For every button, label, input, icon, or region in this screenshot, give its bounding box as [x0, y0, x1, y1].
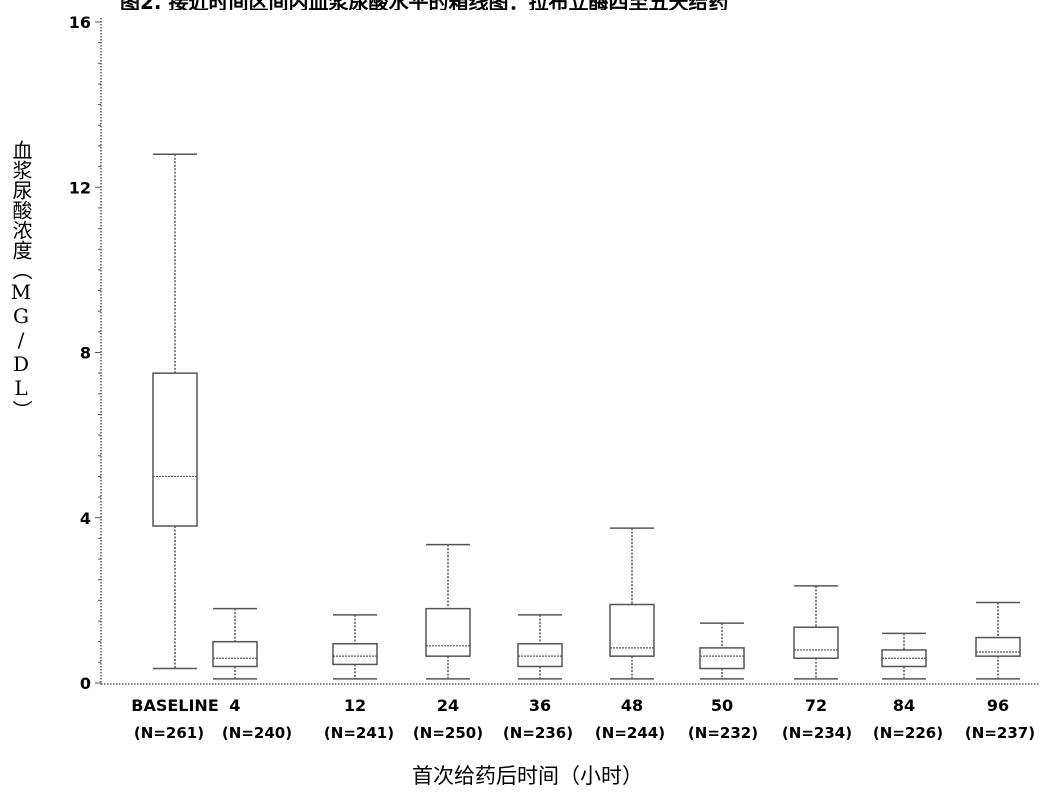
x-tick-label: 36	[529, 696, 551, 715]
n-count-label: (N=226)	[873, 724, 943, 742]
x-tick-label: 24	[437, 696, 459, 715]
box-iqr	[699, 647, 745, 670]
box-iqr	[975, 636, 1021, 657]
box-iqr	[332, 643, 378, 666]
box-iqr	[152, 372, 198, 527]
box-iqr	[793, 626, 839, 659]
x-tick-label: 48	[621, 696, 643, 715]
n-count-label: (N=237)	[965, 724, 1035, 742]
chart-title-container: 图2. 接近时间区间内血浆尿酸水平的箱线图：拉布立酶四至五天给药	[0, 0, 1044, 10]
x-tick-label: 50	[711, 696, 733, 715]
x-tick-label: 84	[893, 696, 915, 715]
n-count-label: (N=250)	[413, 724, 483, 742]
box-iqr	[212, 640, 258, 668]
y-tick-label: 4	[80, 509, 91, 528]
n-count-label: (N=232)	[688, 724, 758, 742]
n-count-label: (N=234)	[782, 724, 852, 742]
y-tick-label: 16	[69, 13, 91, 32]
x-tick-label: 12	[344, 696, 366, 715]
x-tick-label: 4	[229, 696, 240, 715]
n-count-label: (N=244)	[595, 724, 665, 742]
x-tick-label: 96	[987, 696, 1009, 715]
x-tick-label: 72	[805, 696, 827, 715]
chart-title: 图2. 接近时间区间内血浆尿酸水平的箱线图：拉布立酶四至五天给药	[120, 0, 728, 10]
x-tick-label: BASELINE	[131, 696, 219, 715]
box-iqr	[425, 607, 471, 657]
y-tick-label: 12	[69, 178, 91, 197]
n-count-label: (N=241)	[324, 724, 394, 742]
n-count-label: (N=236)	[503, 724, 573, 742]
box-iqr	[517, 643, 563, 668]
x-axis-label: 首次给药后时间（小时）	[412, 764, 643, 788]
y-axis-label: 血浆尿酸浓度（MG/DL）	[9, 140, 33, 420]
n-count-label: (N=261)	[134, 724, 204, 742]
y-tick-label: 0	[80, 674, 91, 693]
n-count-label: (N=240)	[222, 724, 292, 742]
y-tick-label: 8	[80, 344, 91, 363]
